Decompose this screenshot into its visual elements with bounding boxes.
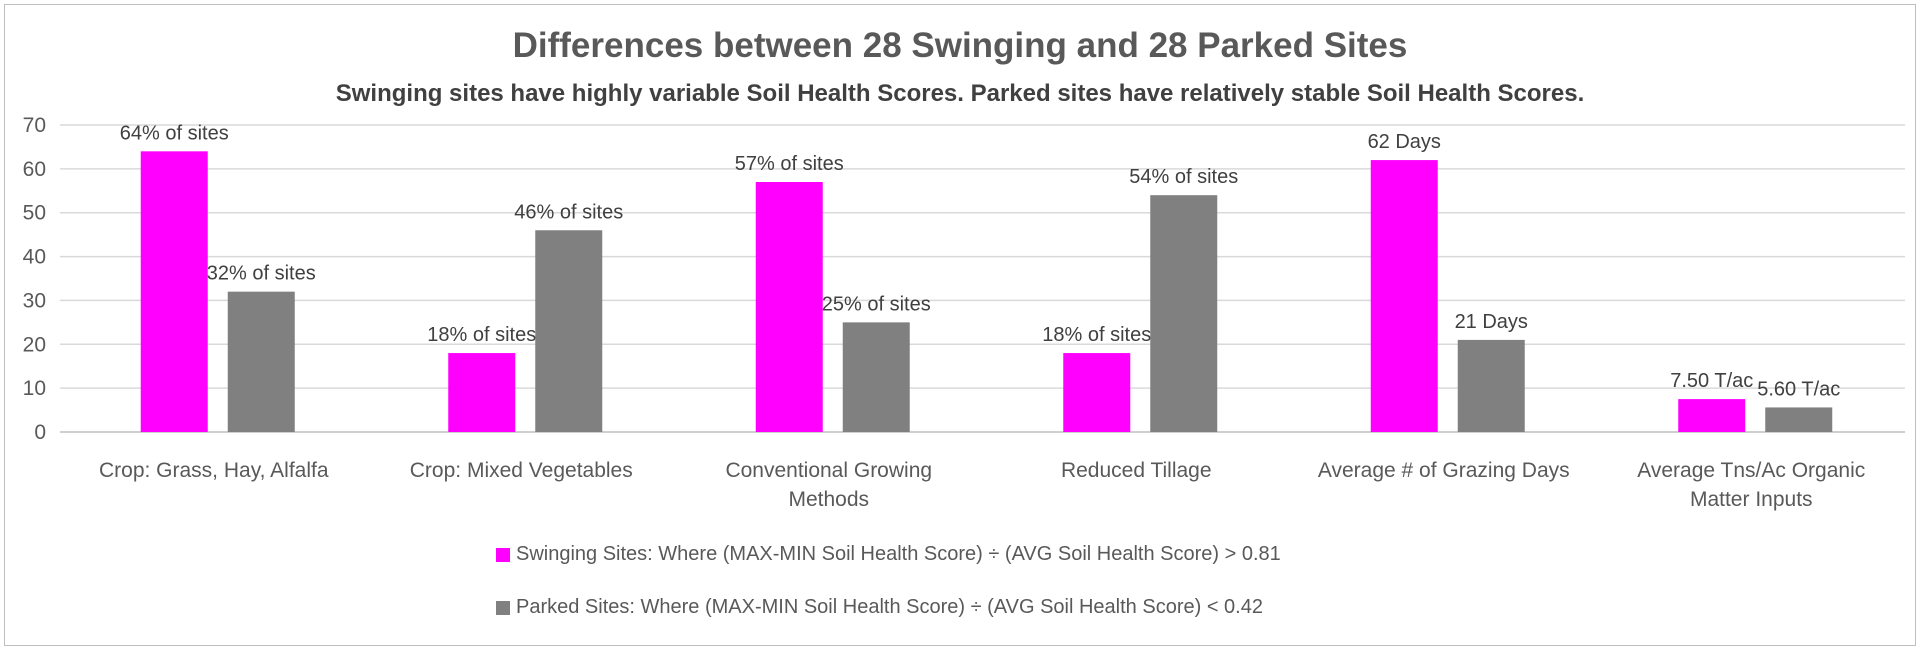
bar <box>755 182 823 432</box>
bar <box>1063 353 1131 432</box>
data-label: 46% of sites <box>514 201 623 223</box>
chart-frame <box>4 4 1916 646</box>
data-label: 25% of sites <box>822 293 931 315</box>
y-tick-label: 50 <box>23 202 46 225</box>
bar <box>1765 407 1833 432</box>
bar <box>1678 399 1746 432</box>
legend-label-swinging: Swinging Sites: Where (MAX-MIN Soil Heal… <box>516 543 1281 565</box>
legend-swatch-parked <box>496 600 510 615</box>
y-tick-label: 70 <box>23 114 46 137</box>
data-label: 54% of sites <box>1129 166 1238 188</box>
x-category-label: Methods <box>788 488 869 511</box>
data-label: 64% of sites <box>120 122 229 144</box>
bar <box>140 151 208 433</box>
data-label: 21 Days <box>1455 311 1528 333</box>
bar <box>448 353 516 432</box>
x-category-label: Conventional Growing <box>725 459 932 482</box>
legend-label-parked: Parked Sites: Where (MAX-MIN Soil Health… <box>516 596 1263 618</box>
data-label: 18% of sites <box>1042 324 1151 346</box>
y-tick-label: 0 <box>34 421 46 444</box>
bar <box>842 322 910 432</box>
x-category-label: Crop: Mixed Vegetables <box>410 459 633 482</box>
x-category-label: Crop: Grass, Hay, Alfalfa <box>99 459 329 482</box>
data-label: 18% of sites <box>427 324 536 346</box>
chart-title: Differences between 28 Swinging and 28 P… <box>512 26 1408 65</box>
x-category-label: Reduced Tillage <box>1061 459 1212 482</box>
data-label: 32% of sites <box>207 263 316 285</box>
chart-subtitle: Swinging sites have highly variable Soil… <box>335 80 1585 107</box>
y-tick-label: 30 <box>23 289 46 312</box>
legend-item-parked: Parked Sites: Where (MAX-MIN Soil Health… <box>496 596 1263 619</box>
x-category-label: Average Tns/Ac Organic <box>1637 459 1865 482</box>
bar <box>1370 160 1438 433</box>
y-tick-label: 20 <box>23 333 46 356</box>
y-tick-label: 60 <box>23 158 46 181</box>
data-label: 5.60 T/ac <box>1757 378 1840 400</box>
bar <box>1457 339 1525 432</box>
y-tick-label: 40 <box>23 246 46 269</box>
bar <box>227 291 295 432</box>
legend-item-swinging: Swinging Sites: Where (MAX-MIN Soil Heal… <box>496 543 1281 566</box>
bar <box>1150 195 1218 432</box>
legend-swatch-swinging <box>496 547 510 562</box>
data-label: 57% of sites <box>735 153 844 175</box>
data-label: 62 Days <box>1368 131 1441 153</box>
x-category-label: Matter Inputs <box>1690 488 1813 511</box>
x-category-label: Average # of Grazing Days <box>1318 459 1570 482</box>
y-tick-label: 10 <box>23 377 46 400</box>
data-label: 7.50 T/ac <box>1670 370 1753 392</box>
bar <box>535 230 603 432</box>
